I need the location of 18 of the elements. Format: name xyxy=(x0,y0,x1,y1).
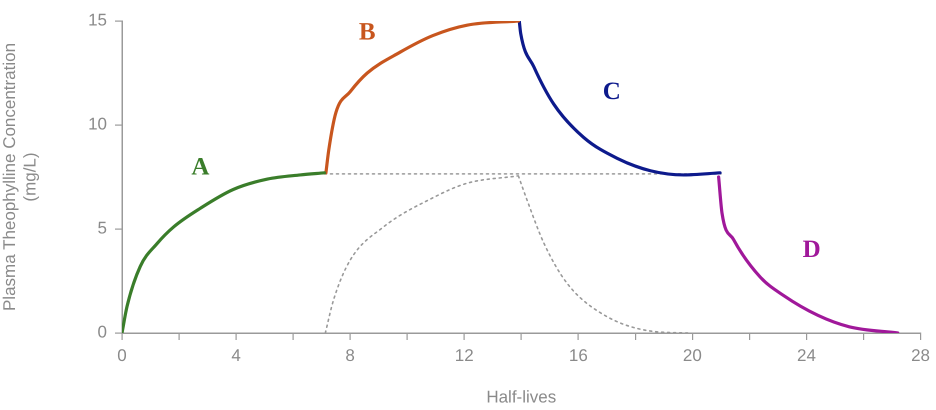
x-tick-label: 28 xyxy=(911,346,930,365)
series-label: A xyxy=(191,154,210,181)
series-label: B xyxy=(358,18,376,46)
x-tick-label: 0 xyxy=(117,346,127,365)
y-tick-label: 5 xyxy=(98,218,107,238)
x-tick-label: 20 xyxy=(682,346,702,365)
x-tick-label: 24 xyxy=(797,346,816,365)
series-label: C xyxy=(602,78,621,105)
x-axis-title: Half-lives xyxy=(486,387,556,406)
y-tick-label: 10 xyxy=(88,114,107,134)
y-tick-label: 0 xyxy=(98,322,107,342)
x-tick-label: 12 xyxy=(454,346,474,365)
x-tick-label: 16 xyxy=(568,346,588,365)
series-label: D xyxy=(802,236,821,264)
y-tick-label: 15 xyxy=(88,10,107,30)
y-axis-title: Plasma Theophylline Concentration (mg/L) xyxy=(0,42,40,312)
x-tick-label: 8 xyxy=(345,346,355,365)
x-tick-label: 4 xyxy=(231,346,241,365)
